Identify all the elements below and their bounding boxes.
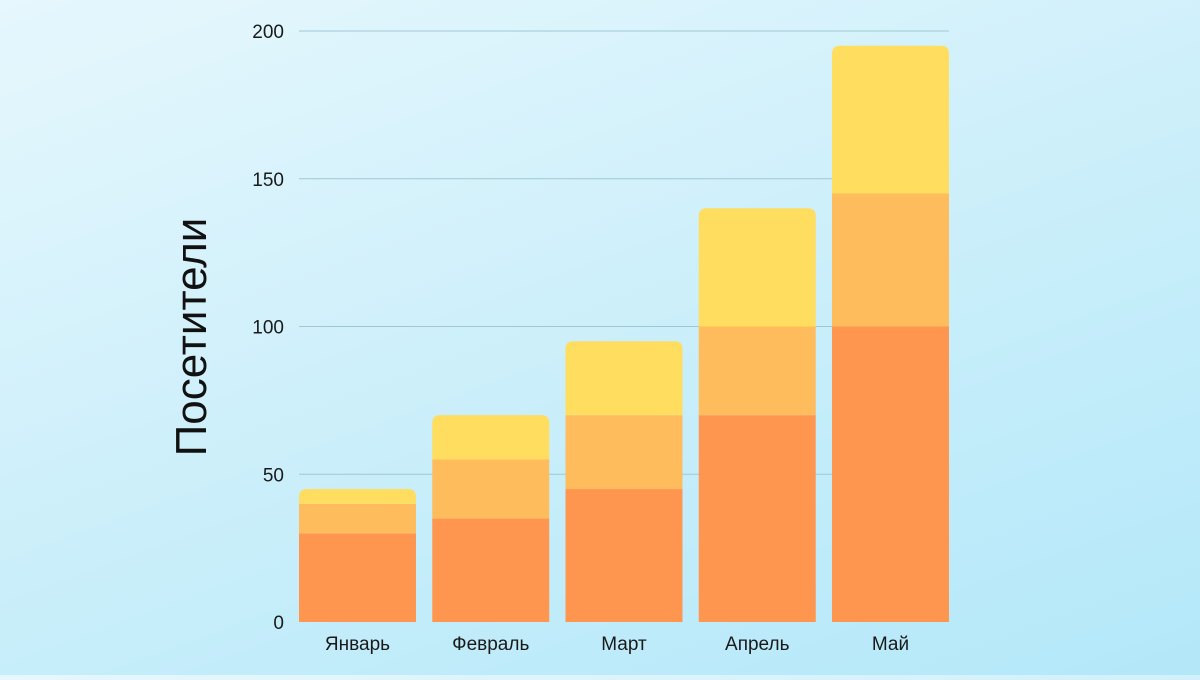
bar-segment-1: [565, 489, 683, 622]
bar-segment-3: [565, 341, 683, 416]
y-axis-ticks: 0 50 100 150 200: [252, 22, 284, 634]
bar-segment-1: [432, 518, 550, 622]
bar-segment-3: [432, 415, 550, 460]
y-tick-label: 200: [252, 22, 284, 43]
bar-segment-3: [698, 208, 816, 327]
bar-segment-3: [299, 489, 416, 504]
bar-segment-3: [832, 45, 949, 194]
x-category-label: Апрель: [725, 634, 790, 655]
bar-segment-1: [299, 533, 416, 622]
bar-segment-2: [432, 459, 550, 519]
bar-segment-2: [299, 503, 416, 534]
y-tick-label: 150: [252, 170, 284, 191]
x-category-label: Январь: [325, 634, 390, 655]
y-axis-title: Посетители: [167, 218, 216, 457]
bar-segment-2: [698, 326, 816, 416]
y-tick-label: 0: [273, 613, 284, 634]
bars: [299, 45, 949, 622]
x-category-label: Май: [872, 634, 909, 655]
bar-segment-1: [832, 326, 949, 622]
x-category-label: Февраль: [452, 634, 529, 655]
bar-segment-2: [832, 193, 949, 327]
bar-segment-2: [565, 415, 683, 490]
x-category-label: Март: [601, 634, 647, 655]
y-tick-label: 100: [252, 318, 284, 339]
bar-segment-1: [698, 415, 816, 622]
y-tick-label: 50: [263, 465, 284, 486]
x-axis-categories: Январь Февраль Март Апрель Май: [325, 634, 909, 655]
